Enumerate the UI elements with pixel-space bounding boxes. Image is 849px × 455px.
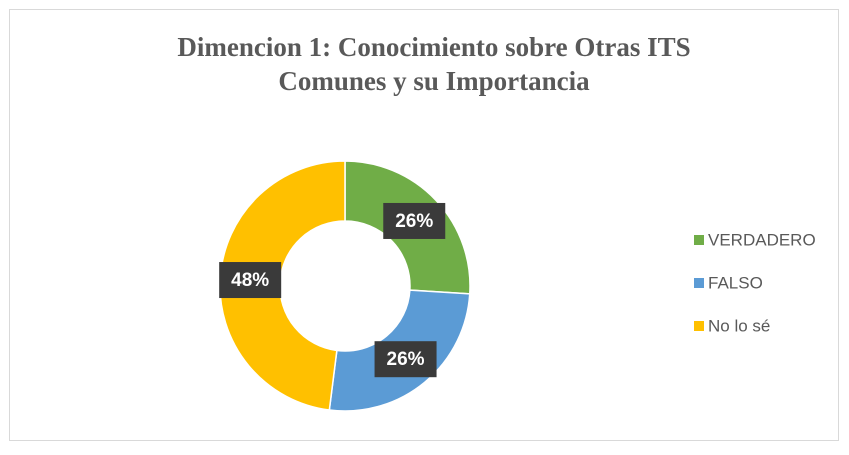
chart-title: Dimencion 1: Conocimiento sobre Otras IT… (177, 32, 691, 96)
data-label-box (374, 341, 437, 378)
data-label-box (383, 202, 446, 239)
legend-label: VERDADERO (708, 230, 816, 249)
legend-label: No lo sé (708, 316, 770, 335)
legend-swatch (694, 278, 704, 288)
data-label: 26% (387, 349, 425, 370)
data-label-box (219, 262, 282, 299)
legend-swatch (694, 235, 704, 245)
legend-label: FALSO (708, 273, 763, 292)
data-label: 48% (231, 270, 269, 291)
legend-swatch (694, 321, 704, 331)
data-label: 26% (395, 211, 433, 232)
slice (219, 160, 346, 411)
